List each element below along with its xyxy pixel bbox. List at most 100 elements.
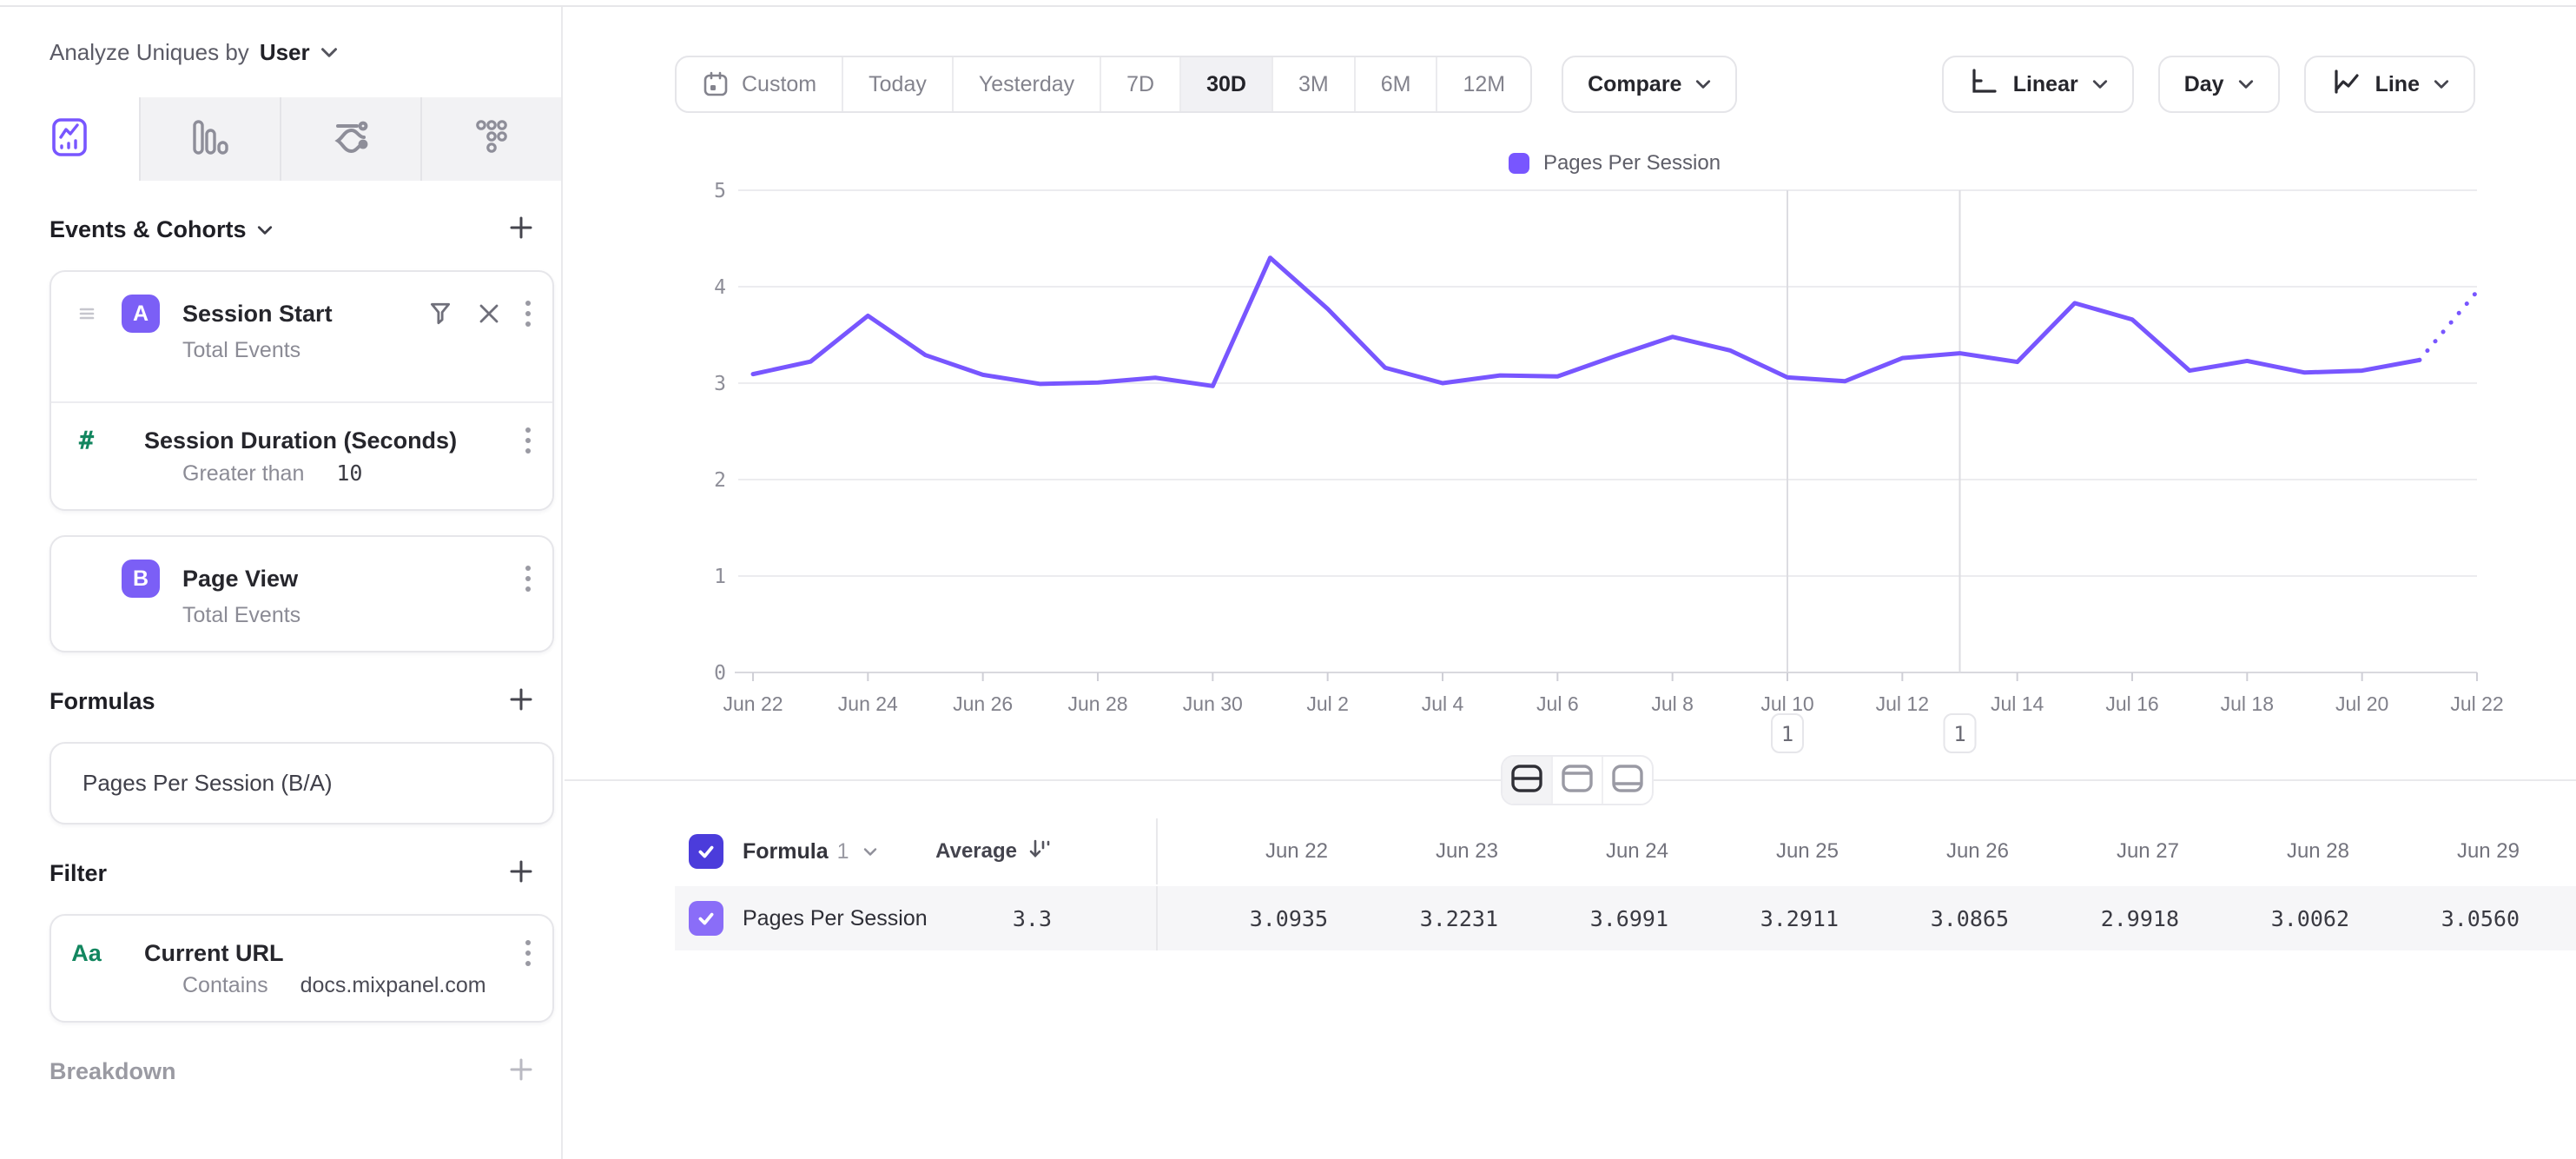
x-tick-label: Jul 18 xyxy=(2221,692,2274,715)
table-row[interactable]: Pages Per Session 3.3 3.0935 3.2231 3.6991… xyxy=(675,886,2576,950)
property-value[interactable]: 10 xyxy=(336,460,363,486)
property-name[interactable]: Session Duration (Seconds) xyxy=(144,427,458,454)
filter-icon[interactable] xyxy=(427,301,453,327)
range-button-3m[interactable]: 3M xyxy=(1273,57,1356,111)
range-button-7d[interactable]: 7D xyxy=(1101,57,1182,111)
range-button-today[interactable]: Today xyxy=(843,57,954,111)
chart-canvas[interactable]: 0 1 2 3 4 5 Jun 22 Jun 24 Jun 26 Jun 28 Jun 30 Jul… xyxy=(565,120,2576,772)
chevron-down-icon[interactable] xyxy=(863,847,877,857)
property-filter-session-duration[interactable]: # Session Duration (Seconds) Greater tha… xyxy=(51,401,552,509)
date-column-header: Jun 26 xyxy=(1945,839,2009,863)
annotation-badge-label: 1 xyxy=(1781,722,1793,746)
close-icon[interactable] xyxy=(478,302,500,325)
analyze-uniques-value-dropdown[interactable]: User xyxy=(259,38,310,65)
range-button-yesterday[interactable]: Yesterday xyxy=(954,57,1102,111)
top-divider xyxy=(0,5,2576,7)
interval-dropdown[interactable]: Day xyxy=(2157,56,2280,113)
filter-section-header: Filter xyxy=(50,858,535,890)
select-all-checkbox[interactable] xyxy=(689,834,723,869)
cell-value: 3.0062 xyxy=(2270,905,2349,931)
row-average-value: 3.3 xyxy=(1012,905,1052,931)
cell-value: 3.0560 xyxy=(2441,905,2520,931)
event-name[interactable]: Page View xyxy=(182,565,299,592)
add-event-button[interactable] xyxy=(507,214,535,246)
filter-title: Filter xyxy=(50,860,108,886)
chart-only-view-icon xyxy=(1561,764,1594,798)
annotation-badge[interactable] xyxy=(1771,713,1804,753)
kebab-menu-icon[interactable] xyxy=(525,426,532,455)
series-line-pages-per-session[interactable] xyxy=(750,255,2422,388)
add-formula-button[interactable] xyxy=(507,685,535,718)
formula-column-header[interactable]: Formula xyxy=(743,838,829,864)
kebab-menu-icon[interactable] xyxy=(525,938,532,968)
date-column-header: Jun 25 xyxy=(1775,839,1839,863)
interval-label: Day xyxy=(2183,71,2224,96)
report-type-tabs xyxy=(0,97,561,181)
tab-insights[interactable] xyxy=(0,97,141,181)
event-aggregation[interactable]: Total Events xyxy=(182,338,301,362)
filter-property-name[interactable]: Current URL xyxy=(144,939,284,966)
annotation-badge-label: 1 xyxy=(1953,722,1965,746)
y-tick-label: 0 xyxy=(714,662,726,685)
kebab-menu-icon[interactable] xyxy=(525,299,532,328)
compare-button[interactable]: Compare xyxy=(1562,56,1738,113)
date-column-header: Jun 28 xyxy=(2286,839,2349,863)
chevron-down-icon[interactable] xyxy=(257,225,273,235)
range-button-12m[interactable]: 12M xyxy=(1463,71,1506,96)
x-tick-label: Jul 20 xyxy=(2335,692,2388,715)
retention-grid-icon xyxy=(473,119,510,160)
annotation-badge[interactable] xyxy=(1943,713,1977,753)
tab-flows[interactable] xyxy=(281,97,422,181)
row-checkbox[interactable] xyxy=(689,901,723,936)
event-aggregation[interactable]: Total Events xyxy=(182,603,301,627)
x-tick-label: Jun 24 xyxy=(838,692,898,715)
event-card-session-start[interactable]: A Session Start Total Events # Session D… xyxy=(50,270,554,511)
event-letter-badge: A xyxy=(122,295,160,333)
drag-handle-icon[interactable] xyxy=(51,307,122,321)
formula-index: 1 xyxy=(836,838,849,864)
chart-type-dropdown[interactable]: Line xyxy=(2303,56,2475,113)
average-column-header[interactable]: Average xyxy=(935,839,1017,863)
sort-descending-icon[interactable] xyxy=(1027,837,1052,867)
report-main-area: Custom Today Yesterday 7D 30D 3M 6M 12M Compare… xyxy=(565,7,2576,1159)
x-tick-label: Jul 10 xyxy=(1760,692,1813,715)
date-column-headers: Jun 22 Jun 23 Jun 24 Jun 25 Jun 26 Jun 27 Jun … xyxy=(1158,839,2576,864)
chevron-down-icon xyxy=(1695,79,1711,89)
filter-card-current-url[interactable]: Aa Current URL Contains docs.mixpanel.co… xyxy=(50,914,554,1023)
split-view-button[interactable] xyxy=(1503,757,1553,804)
range-button-6m[interactable]: 6M xyxy=(1356,57,1438,111)
property-operator[interactable]: Greater than xyxy=(182,461,305,486)
filter-operator[interactable]: Contains xyxy=(182,973,268,997)
event-name[interactable]: Session Start xyxy=(182,300,333,327)
cell-value: 2.9918 xyxy=(2100,905,2179,931)
range-button-custom[interactable]: Custom xyxy=(677,57,844,111)
cell-value: 3.6991 xyxy=(1589,905,1668,931)
chart-toolbar: Custom Today Yesterday 7D 30D 3M 6M 12M Compare… xyxy=(675,56,2475,113)
event-card-page-view[interactable]: B Page View Total Events xyxy=(50,535,554,652)
cell-value: 3.2911 xyxy=(1760,905,1839,931)
annotation-lines xyxy=(1787,190,1961,672)
tab-retention[interactable] xyxy=(422,97,561,181)
chart-only-view-button[interactable] xyxy=(1553,757,1603,804)
kebab-menu-icon[interactable] xyxy=(525,564,532,593)
analyze-uniques-label: Analyze Uniques by xyxy=(50,38,249,65)
line-chart-icon xyxy=(2330,66,2361,103)
formula-expression[interactable]: Pages Per Session (B/A) xyxy=(83,770,333,796)
legend-label: Pages Per Session xyxy=(1542,151,1721,175)
insights-chart-icon xyxy=(51,117,88,162)
range-button-30d[interactable]: 30D xyxy=(1181,57,1273,111)
add-breakdown-button[interactable] xyxy=(507,1056,535,1088)
query-builder-sidebar: Analyze Uniques by User xyxy=(0,7,563,1159)
filter-value[interactable]: docs.mixpanel.com xyxy=(300,973,486,997)
formula-card[interactable]: Pages Per Session (B/A) xyxy=(50,742,554,825)
add-filter-button[interactable] xyxy=(507,858,535,890)
table-only-view-button[interactable] xyxy=(1603,757,1652,804)
scale-dropdown[interactable]: Linear xyxy=(1941,56,2134,113)
x-tick-label: Jun 30 xyxy=(1183,692,1243,715)
chevron-down-icon[interactable] xyxy=(320,47,338,58)
tab-funnels[interactable] xyxy=(141,97,281,181)
event-letter-badge: B xyxy=(122,560,160,598)
